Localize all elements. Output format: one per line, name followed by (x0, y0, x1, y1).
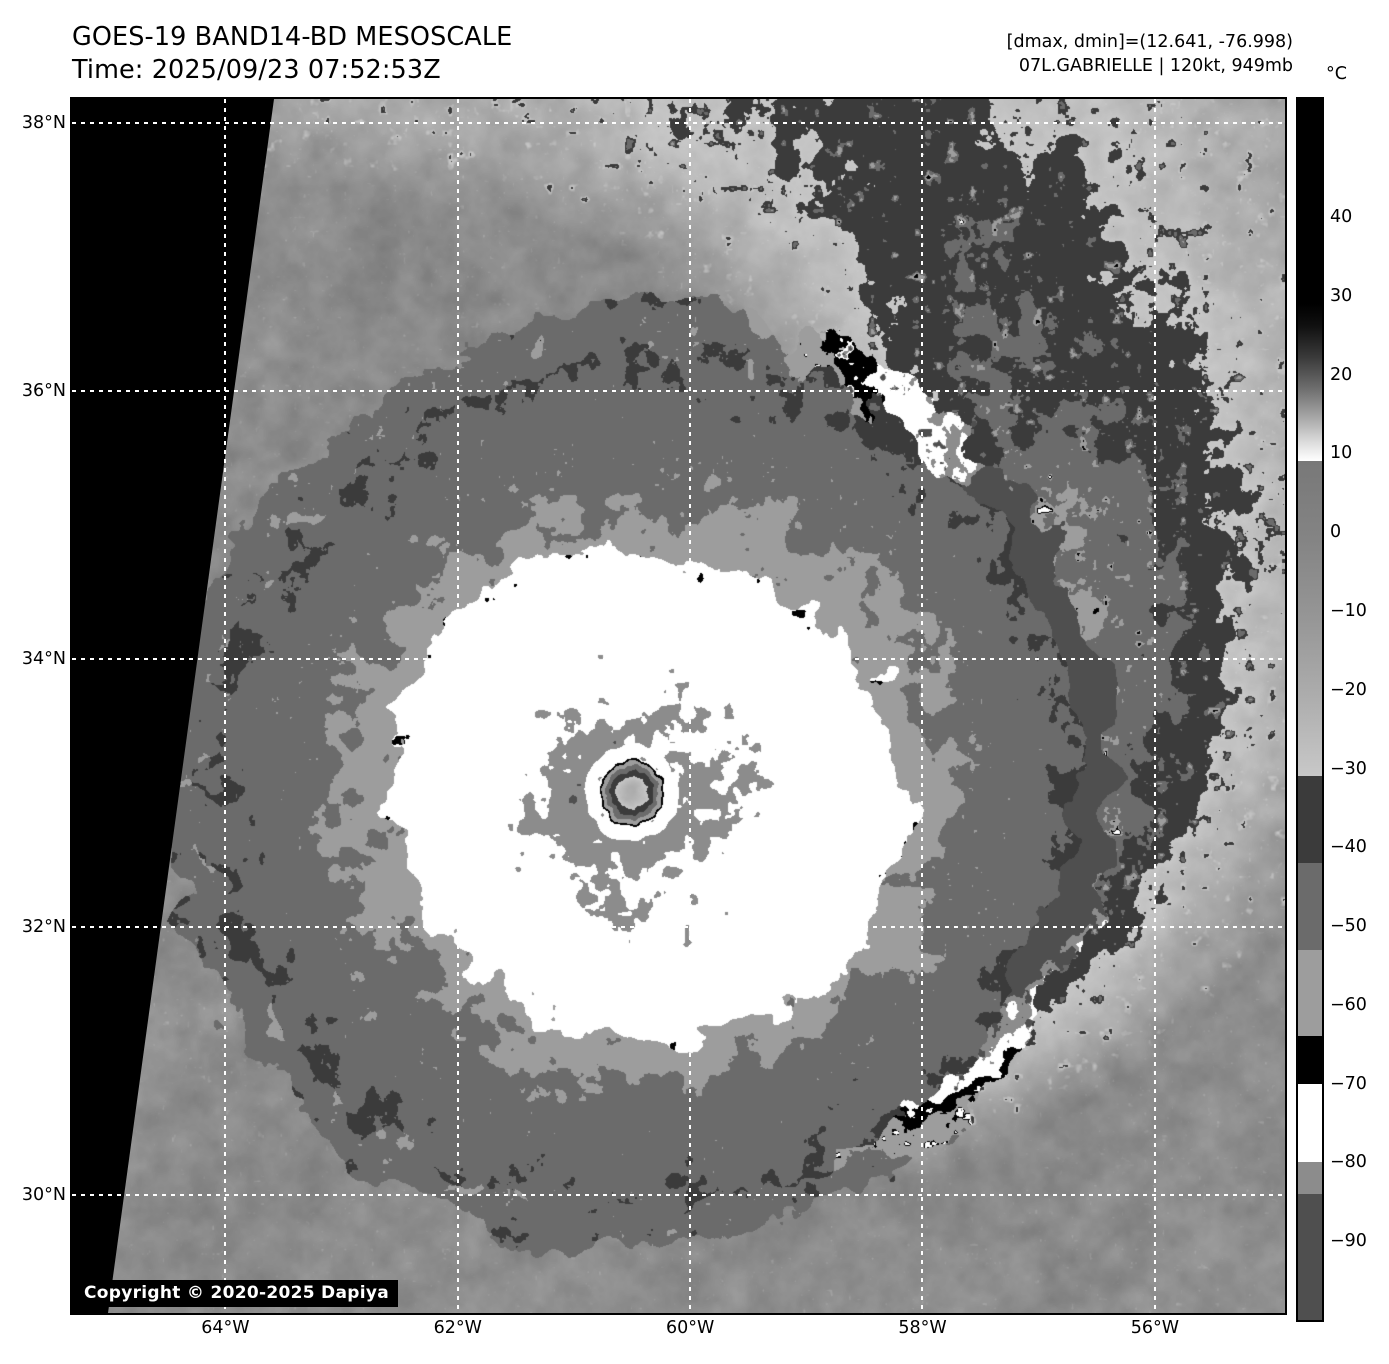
plot-clip (72, 99, 1285, 1313)
title-block: GOES-19 BAND14-BD MESOSCALE Time: 2025/0… (72, 21, 512, 86)
colorbar-tick-label: 40 (1330, 207, 1353, 228)
colorbar-band (1298, 461, 1322, 777)
colorbar-tick-label: −90 (1330, 1231, 1367, 1252)
lon-tick-label: 56°W (1130, 1318, 1180, 1338)
colorbar-tick-label: 20 (1330, 364, 1353, 385)
copyright-watermark: Copyright © 2020-2025 Dapiya (75, 1280, 398, 1307)
colorbar-band (1298, 1193, 1322, 1320)
colorbar-tick-label: −60 (1330, 994, 1367, 1015)
colorbar-band (1298, 776, 1322, 864)
colorbar-unit-label: °C (1326, 64, 1347, 84)
lat-tick-label: 32°N (21, 917, 66, 938)
colorbar-tick-label: −10 (1330, 601, 1367, 622)
colorbar-tick-label: −80 (1330, 1152, 1367, 1173)
lat-tick-label: 30°N (21, 1185, 66, 1206)
lon-tick-label: 60°W (665, 1318, 715, 1338)
colorbar-tick-label: −30 (1330, 758, 1367, 779)
colorbar-tick-label: 0 (1330, 522, 1342, 543)
lon-tick-label: 58°W (898, 1318, 947, 1338)
lon-tick-label: 64°W (201, 1318, 250, 1338)
satellite-image-plot[interactable]: Copyright © 2020-2025 Dapiya (70, 97, 1287, 1315)
colorbar-tick-label: −70 (1330, 1073, 1367, 1094)
lat-tick-label: 38°N (21, 113, 66, 134)
colorbar-tick-label: −50 (1330, 916, 1367, 937)
colorbar-tick-label: 10 (1330, 443, 1353, 464)
lat-tick-label: 36°N (21, 381, 66, 402)
product-title: GOES-19 BAND14-BD MESOSCALE (72, 22, 513, 52)
colorbar-band (1298, 1162, 1322, 1194)
colorbar-band (1298, 1083, 1322, 1163)
lat-tick-label: 34°N (21, 649, 66, 670)
colorbar-tick-label: 30 (1330, 285, 1353, 306)
storm-info-label: 07L.GABRIELLE | 120kt, 949mb (1018, 55, 1293, 76)
colorbar-band (1298, 303, 1322, 462)
timestamp-label: Time: 2025/09/23 07:52:53Z (72, 54, 441, 85)
colorbar-band (1298, 949, 1322, 1037)
metadata-block: [dmax, dmin]=(12.641, -76.998) 07L.GABRI… (1007, 31, 1293, 78)
colorbar-tick-label: −40 (1330, 837, 1367, 858)
colorbar-band (1298, 99, 1322, 304)
dmax-dmin-label: [dmax, dmin]=(12.641, -76.998) (1006, 32, 1293, 52)
satellite-raster (72, 99, 1285, 1313)
colorbar-band (1298, 1036, 1322, 1084)
colorbar-band (1298, 863, 1322, 950)
lon-tick-label: 62°W (433, 1318, 482, 1338)
colorbar-tick-label: −20 (1330, 679, 1367, 700)
colorbar (1296, 97, 1324, 1322)
